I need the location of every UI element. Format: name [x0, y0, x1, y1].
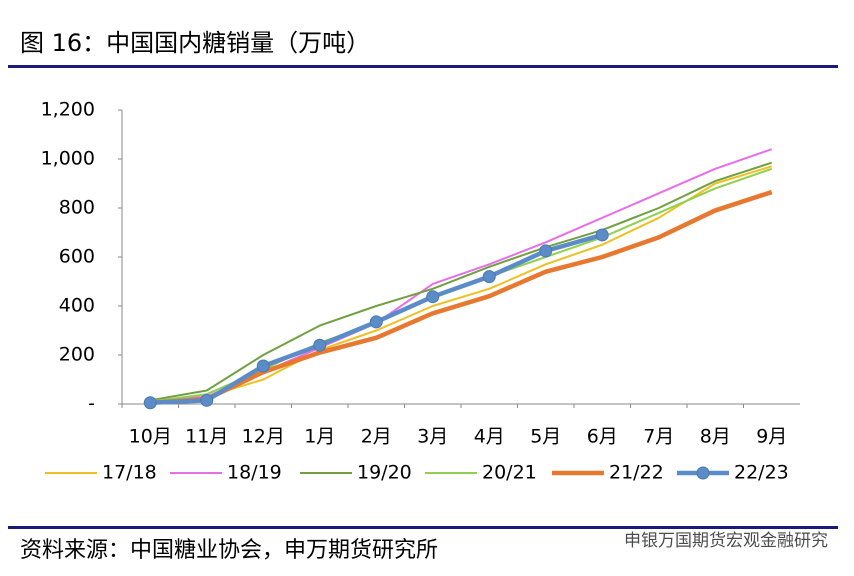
marker: [595, 228, 609, 242]
legend-label: 19/20: [357, 462, 412, 484]
footer-rule: [8, 526, 838, 529]
marker: [369, 315, 383, 329]
marker: [256, 359, 270, 373]
marker: [539, 244, 553, 258]
x-tick-label: 12月: [242, 426, 285, 448]
legend-label: 20/21: [482, 462, 537, 484]
legend-label: 22/23: [734, 462, 789, 484]
x-tick-label: 5月: [530, 426, 561, 448]
x-tick-label: 11月: [185, 426, 228, 448]
y-tick-label: 600: [59, 246, 95, 268]
x-tick-label: 10月: [129, 426, 172, 448]
y-tick-label: 1,200: [41, 99, 95, 121]
marker: [482, 270, 496, 284]
series-line: [150, 148, 773, 403]
x-tick-label: 6月: [587, 426, 618, 448]
y-tick-label: 200: [59, 344, 95, 366]
legend-label: 17/18: [102, 462, 157, 484]
marker: [143, 396, 157, 410]
marker: [200, 393, 214, 407]
x-tick-label: 7月: [643, 426, 674, 448]
legend-marker: [696, 466, 710, 480]
source: 资料来源：中国糖业协会，申万期货研究所: [20, 538, 438, 563]
legend-label: 18/19: [227, 462, 282, 484]
x-tick-label: 1月: [304, 426, 335, 448]
y-tick-label: 400: [59, 295, 95, 317]
x-tick-label: 4月: [474, 426, 505, 448]
y-tick-label: 800: [59, 197, 95, 219]
watermark: 申银万国期货宏观金融研究: [624, 531, 828, 551]
x-tick-label: 9月: [756, 426, 787, 448]
marker: [313, 338, 327, 352]
x-tick-label: 3月: [417, 426, 448, 448]
y-tick-label: -: [88, 393, 95, 415]
series-line: [150, 165, 773, 404]
series-line: [150, 161, 773, 402]
title-rule: [8, 65, 838, 68]
chart-title: 图 16：中国国内糖销量（万吨）: [20, 29, 370, 57]
y-tick-label: 1,000: [41, 148, 95, 170]
marker: [426, 290, 440, 304]
x-tick-label: 2月: [361, 426, 392, 448]
series-line: [150, 189, 773, 406]
x-tick-label: 8月: [700, 426, 731, 448]
legend-label: 21/22: [609, 462, 664, 484]
